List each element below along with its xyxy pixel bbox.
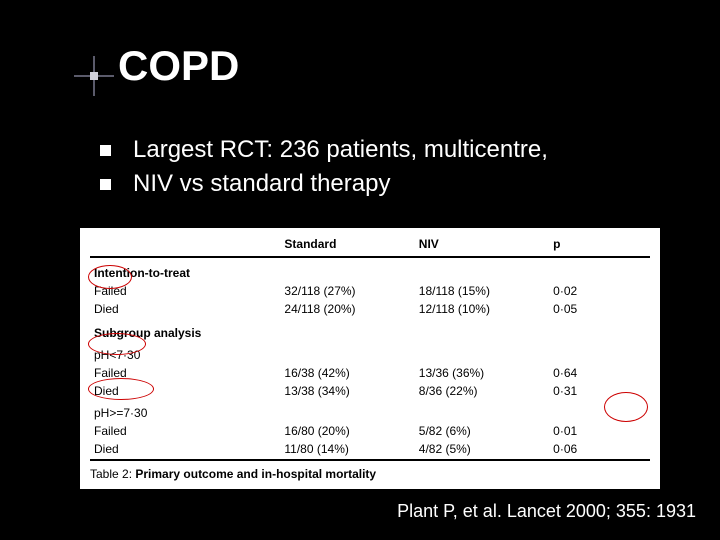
table-row: Died 24/118 (20%) 12/118 (10%) 0·05 bbox=[90, 300, 650, 318]
table-header-row: Standard NIV p bbox=[90, 234, 650, 257]
table-row: Failed 16/38 (42%) 13/36 (36%) 0·64 bbox=[90, 364, 650, 382]
section-header: Intention-to-treat bbox=[90, 257, 650, 282]
section-header: Subgroup analysis bbox=[90, 318, 650, 342]
table-row: Died 13/38 (34%) 8/36 (22%) 0·31 bbox=[90, 382, 650, 400]
bullet-text: NIV vs standard therapy bbox=[133, 169, 390, 199]
subgroup-header: pH>=7·30 bbox=[90, 400, 650, 422]
table-caption: Table 2: Primary outcome and in-hospital… bbox=[90, 467, 650, 481]
table-row: Failed 32/118 (27%) 18/118 (15%) 0·02 bbox=[90, 282, 650, 300]
table-rule bbox=[90, 458, 650, 460]
bullet-marker bbox=[100, 145, 111, 156]
col-header: Standard bbox=[280, 234, 414, 257]
col-header bbox=[90, 234, 280, 257]
table-row: Failed 16/80 (20%) 5/82 (6%) 0·01 bbox=[90, 422, 650, 440]
col-header: p bbox=[549, 234, 650, 257]
subgroup-header: pH<7·30 bbox=[90, 342, 650, 364]
bullet-list: Largest RCT: 236 patients, multicentre, … bbox=[100, 135, 680, 203]
col-header: NIV bbox=[415, 234, 549, 257]
results-table: Standard NIV p Intention-to-treat Failed… bbox=[80, 228, 660, 489]
bullet-item: Largest RCT: 236 patients, multicentre, bbox=[100, 135, 680, 165]
title-ornament bbox=[84, 66, 104, 86]
slide-title: COPD bbox=[118, 42, 239, 90]
citation: Plant P, et al. Lancet 2000; 355: 1931 bbox=[397, 501, 696, 522]
bullet-item: NIV vs standard therapy bbox=[100, 169, 680, 199]
bullet-marker bbox=[100, 179, 111, 190]
table-row: Died 11/80 (14%) 4/82 (5%) 0·06 bbox=[90, 440, 650, 458]
bullet-text: Largest RCT: 236 patients, multicentre, bbox=[133, 135, 548, 165]
